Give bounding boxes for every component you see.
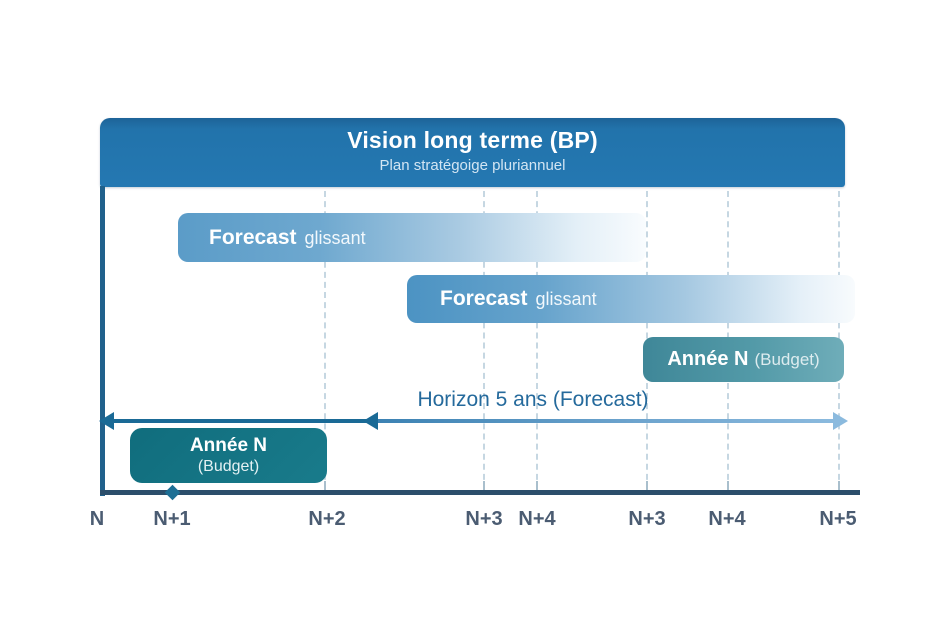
axis-label-n: N xyxy=(89,508,105,530)
left-axis-line xyxy=(100,186,105,496)
annee-n-right-label-regular: (Budget) xyxy=(754,349,820,369)
arrowhead-mid-left-icon xyxy=(363,412,378,430)
axis-tick xyxy=(838,481,840,490)
page-subtitle: Plan stratégoige pluriannuel xyxy=(379,157,566,174)
horizon-arrow-light-segment xyxy=(378,419,835,423)
annee-n-left-line1: Année N xyxy=(189,435,268,456)
gridline-n3-a xyxy=(483,191,485,490)
header-banner: Vision long terme (BP) Plan stratégoige … xyxy=(100,118,845,187)
forecast-bar-2: Forecast glissant xyxy=(407,275,855,323)
axis-label-n5: N+5 xyxy=(819,508,857,530)
page-title: Vision long terme (BP) xyxy=(347,127,598,153)
forecast-bar-2-label: Forecast glissant xyxy=(407,287,597,311)
arrowhead-right-icon xyxy=(833,412,848,430)
horizon-label: Horizon 5 ans (Forecast) xyxy=(417,388,649,411)
arrowhead-left-icon xyxy=(99,412,114,430)
gridline-n4-a xyxy=(536,191,538,490)
horizon-arrow-dark-segment xyxy=(108,419,370,423)
axis-tick xyxy=(324,481,326,490)
annee-n-budget-bar-right: Année N (Budget) xyxy=(643,337,844,382)
axis-label-n3-b: N+3 xyxy=(628,508,666,530)
axis-tick xyxy=(646,481,648,490)
forecast-bar-1-label: Forecast glissant xyxy=(178,226,366,250)
forecast-bar-1-label-bold: Forecast xyxy=(209,225,297,249)
axis-label-n4-a: N+4 xyxy=(518,508,556,530)
forecast-bar-1: Forecast glissant xyxy=(178,213,646,262)
annee-n-budget-box-left: Année N (Budget) xyxy=(130,428,327,483)
axis-label-n1: N+1 xyxy=(153,508,191,530)
horizontal-axis-line xyxy=(100,490,860,495)
axis-label-n2: N+2 xyxy=(308,508,346,530)
axis-label-n4-b: N+4 xyxy=(708,508,746,530)
axis-tick xyxy=(727,481,729,490)
axis-label-n3-a: N+3 xyxy=(465,508,503,530)
forecast-bar-1-label-regular: glissant xyxy=(304,227,366,248)
gridline-n2 xyxy=(324,191,326,490)
annee-n-right-label-bold: Année N xyxy=(667,348,749,370)
axis-tick xyxy=(483,481,485,490)
forecast-bar-2-label-regular: glissant xyxy=(535,289,597,309)
axis-tick xyxy=(536,481,538,490)
annee-n-left-line2: (Budget) xyxy=(197,458,260,475)
axis-diamond-marker xyxy=(164,484,181,501)
forecast-bar-2-label-bold: Forecast xyxy=(440,287,528,310)
